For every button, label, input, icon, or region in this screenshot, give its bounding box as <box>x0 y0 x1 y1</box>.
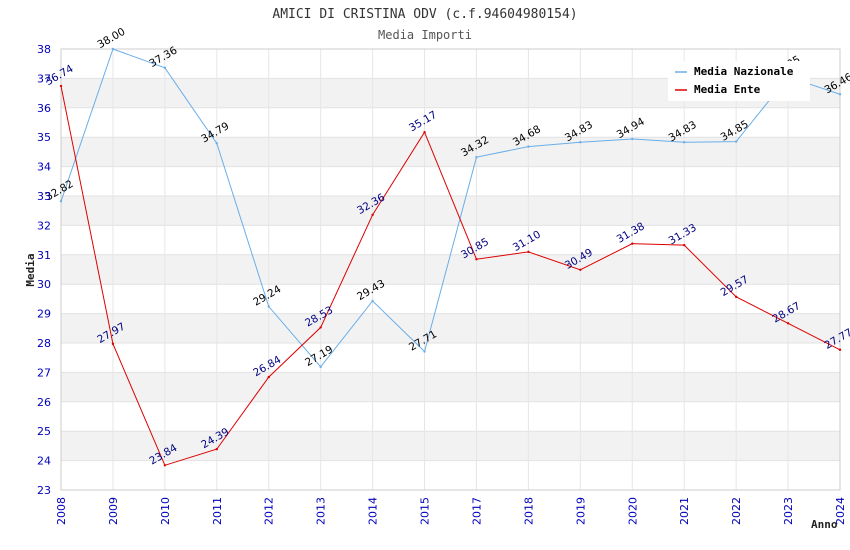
grid-band <box>61 313 840 343</box>
y-tick-label: 24 <box>37 455 51 468</box>
y-tick-label: 26 <box>37 396 51 409</box>
data-point <box>734 295 738 299</box>
grid-band <box>61 254 840 285</box>
data-point <box>319 326 322 329</box>
legend-label-media-ente: Media Ente <box>694 83 761 96</box>
y-tick-label: 33 <box>37 190 51 203</box>
data-point <box>423 350 426 353</box>
x-tick-label: 2012 <box>263 497 276 525</box>
data-point <box>267 375 270 379</box>
grid-band <box>61 372 840 402</box>
y-axis-label: Media <box>24 253 37 286</box>
x-tick-label: 2009 <box>107 497 120 525</box>
grid-band <box>61 166 840 196</box>
legend-label-media-nazionale: Media Nazionale <box>694 65 794 78</box>
data-point <box>838 93 842 96</box>
data-point <box>163 464 167 467</box>
x-tick-label: 2011 <box>211 497 224 525</box>
x-tick-label: 2024 <box>834 497 847 525</box>
y-axis-ticks: 23 24 25 26 27 28 29 30 31 32 33 34 35 36 37 38 <box>37 43 51 497</box>
data-point <box>475 258 478 261</box>
grid-lines <box>60 48 841 491</box>
data-point <box>371 299 374 303</box>
x-axis-ticks: 2008 2009 2010 2011 2012 2013 2014 2015 2017 2018… <box>55 497 847 525</box>
x-tick-label: 2008 <box>55 497 68 525</box>
y-tick-label: 29 <box>37 308 51 321</box>
x-tick-label: 2021 <box>678 497 691 525</box>
data-point <box>631 137 634 141</box>
data-point <box>786 322 790 325</box>
chart-title: AMICI DI CRISTINA ODV (c.f.94604980154) <box>272 7 577 22</box>
data-point <box>527 250 530 254</box>
x-tick-label: 2013 <box>315 497 328 525</box>
data-point <box>215 142 218 145</box>
y-tick-label: 34 <box>37 161 51 174</box>
plot-frame <box>60 48 841 491</box>
y-tick-label: 23 <box>37 484 51 497</box>
y-tick-label: 32 <box>37 219 51 232</box>
x-tick-label: 2010 <box>159 497 172 525</box>
y-tick-label: 27 <box>37 366 51 379</box>
x-tick-label: 2023 <box>782 497 795 525</box>
grid-band <box>61 196 840 226</box>
x-tick-label: 2022 <box>730 497 743 525</box>
background-bands <box>61 49 840 490</box>
grid-band <box>61 225 840 255</box>
series-line-media-nazionale <box>60 48 841 368</box>
grid-band <box>61 107 840 138</box>
x-tick-label: 2018 <box>522 497 535 525</box>
grid-band <box>61 401 840 432</box>
data-point <box>215 447 218 451</box>
data-point <box>475 155 478 159</box>
legend: Media Nazionale Media Ente <box>668 61 810 101</box>
data-point <box>579 140 582 144</box>
data-point <box>838 348 842 351</box>
y-tick-label: 25 <box>37 425 51 438</box>
grid-band <box>61 343 840 373</box>
data-point <box>371 213 374 217</box>
grid-band <box>61 284 840 314</box>
x-axis-label: Anno <box>811 518 838 531</box>
y-tick-label: 30 <box>37 278 51 291</box>
data-point <box>59 200 63 203</box>
data-point <box>59 84 63 88</box>
y-tick-label: 38 <box>37 43 51 56</box>
data-point <box>267 305 270 308</box>
y-tick-label: 31 <box>37 249 51 262</box>
x-tick-label: 2014 <box>367 497 380 525</box>
data-point <box>111 342 115 346</box>
x-tick-label: 2015 <box>419 497 432 525</box>
grid-band <box>61 431 840 461</box>
y-tick-label: 37 <box>37 72 51 85</box>
data-label: 38.00 <box>95 26 127 51</box>
data-point <box>163 66 167 70</box>
data-point <box>683 140 686 144</box>
y-tick-label: 35 <box>37 131 51 144</box>
data-point <box>111 47 115 51</box>
data-point <box>734 140 738 143</box>
chart-subtitle: Media Importi <box>378 28 472 42</box>
series-line-media-ente <box>60 85 841 466</box>
grid-band <box>61 460 840 490</box>
x-tick-label: 2017 <box>470 497 483 525</box>
data-point <box>527 145 530 148</box>
data-point <box>631 242 634 245</box>
x-tick-label: 2020 <box>626 497 639 525</box>
legend-box <box>668 61 810 101</box>
data-point <box>423 131 426 134</box>
data-point <box>319 365 322 369</box>
y-tick-label: 28 <box>37 337 51 350</box>
data-point <box>683 243 686 247</box>
series-lines <box>59 47 842 467</box>
data-point <box>579 268 582 271</box>
x-tick-label: 2019 <box>574 497 587 525</box>
y-tick-label: 36 <box>37 102 51 115</box>
